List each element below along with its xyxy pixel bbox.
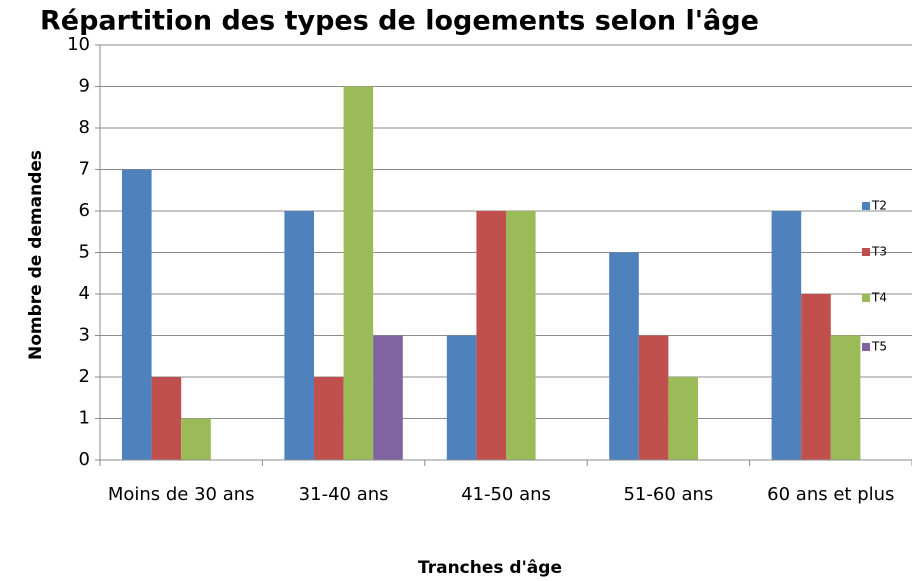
legend-label: T2 (871, 199, 887, 213)
bar (373, 335, 403, 460)
bar (446, 335, 477, 460)
bar (771, 211, 802, 460)
y-tick-label: 8 (79, 117, 90, 138)
bar (830, 335, 861, 460)
y-tick-label: 7 (79, 159, 90, 180)
y-tick-label: 6 (79, 200, 90, 221)
legend-label: T3 (871, 245, 887, 259)
bar (801, 294, 831, 460)
y-tick-label: 10 (67, 34, 90, 55)
legend-label: T5 (871, 340, 887, 354)
y-tick-label: 0 (79, 449, 90, 470)
bar (668, 377, 698, 460)
y-axis-label: Nombre de demandes (26, 150, 46, 360)
y-tick-label: 9 (79, 76, 90, 97)
y-tick-label: 5 (79, 242, 90, 263)
bar (314, 377, 344, 460)
x-tick-label: 51-60 ans (623, 484, 713, 505)
x-tick-label: 41-50 ans (461, 484, 551, 505)
bar (638, 335, 669, 460)
x-axis-label: Tranches d'âge (418, 558, 562, 578)
legend-label: T4 (871, 291, 887, 305)
x-tick-label: 31-40 ans (299, 484, 389, 505)
x-tick-label: Moins de 30 ans (108, 484, 255, 505)
legend-swatch (862, 202, 870, 210)
bar (506, 211, 536, 460)
y-tick-label: 4 (79, 283, 90, 304)
bar (181, 418, 211, 460)
y-tick-label: 3 (79, 325, 90, 346)
x-tick-label: 60 ans et plus (767, 484, 894, 505)
bar (609, 252, 639, 460)
chart-title: Répartition des types de logements selon… (40, 6, 759, 37)
bar (284, 211, 314, 460)
bar (343, 86, 374, 460)
bar (151, 377, 182, 460)
bar (122, 169, 152, 460)
y-tick-label: 1 (79, 408, 90, 429)
legend-swatch (862, 248, 870, 256)
legend-swatch (862, 294, 870, 302)
bar (476, 211, 506, 460)
legend-swatch (862, 343, 870, 351)
y-tick-label: 2 (79, 366, 90, 387)
